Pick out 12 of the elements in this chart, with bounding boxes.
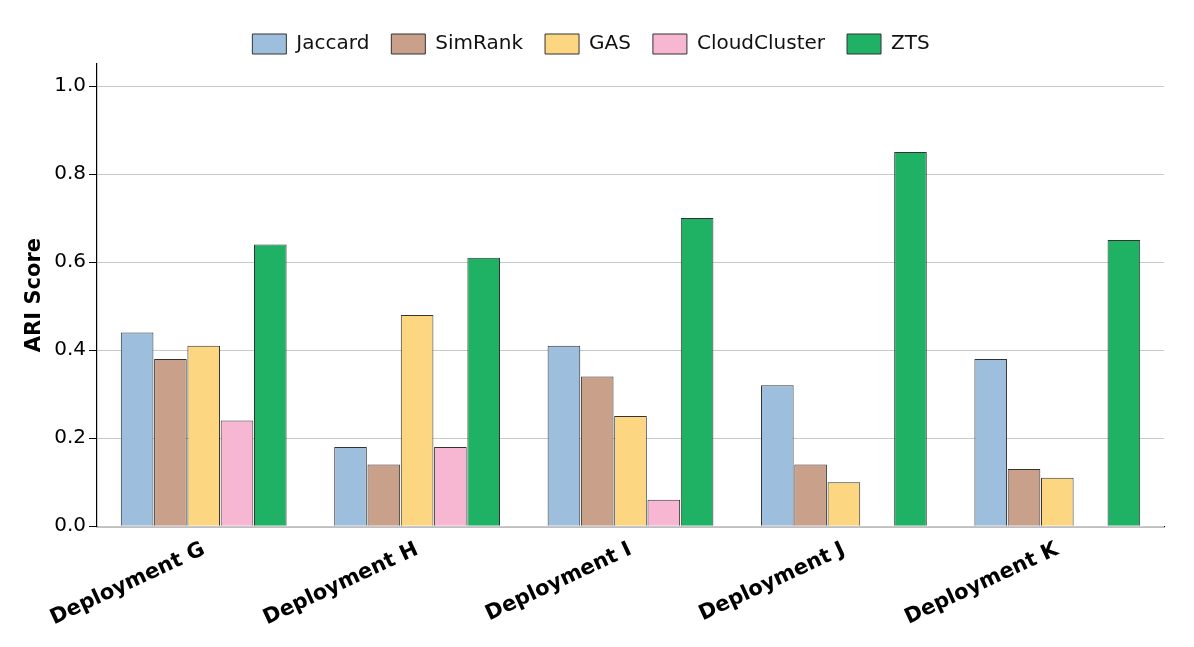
y-tick-label: 0.2	[54, 424, 87, 449]
legend-label: GAS	[589, 30, 631, 55]
legend-label: Jaccard	[294, 30, 370, 55]
legend-label: CloudCluster	[696, 30, 826, 55]
y-tick-label: 0.0	[54, 512, 87, 537]
y-tick-label: 0.4	[54, 336, 87, 361]
y-tick-label: 0.8	[54, 160, 87, 185]
legend-label: ZTS	[891, 30, 930, 55]
y-tick-label: 1.0	[54, 72, 87, 97]
legend-label: SimRank	[435, 30, 524, 55]
y-tick-label: 0.6	[54, 248, 87, 273]
y-axis-title: ARI Score	[21, 238, 46, 353]
